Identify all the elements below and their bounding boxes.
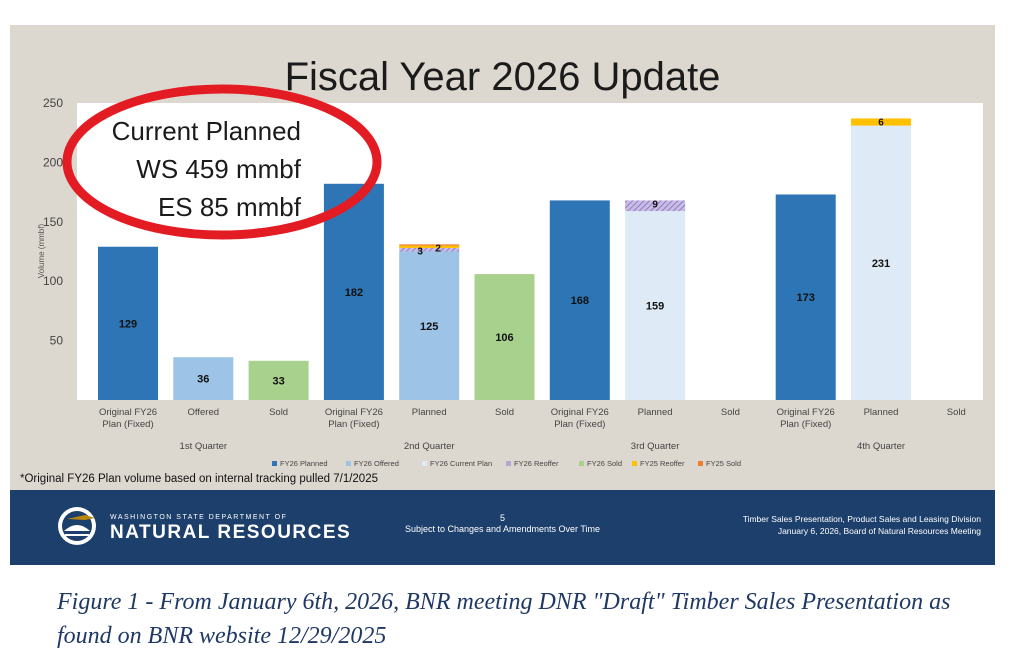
agency-name: NATURAL RESOURCES	[110, 522, 352, 543]
chart: 50 100 150 200 250 129 36 33 182 125 3 2 106 168 159 9…	[37, 96, 983, 468]
annotation-circle	[62, 84, 382, 240]
x-tick-label: Planned	[864, 407, 899, 418]
bar-segment	[625, 200, 686, 212]
annotation-line-1: Current Planned	[112, 116, 301, 146]
legend-label: FY26 Reoffer	[514, 459, 559, 468]
bar-segment	[399, 245, 460, 248]
legend-swatch	[422, 461, 427, 466]
bar-segment	[399, 247, 460, 252]
legend-swatch	[579, 461, 584, 466]
x-tick-label: Planned	[638, 407, 673, 418]
x-tick-label: Sold	[269, 407, 288, 418]
agency-name-small: WASHINGTON STATE DEPARTMENT OF	[110, 514, 288, 521]
x-tick-label: Original FY26	[325, 407, 383, 418]
x-group-label: 3rd Quarter	[631, 441, 680, 452]
data-label: 36	[197, 374, 209, 386]
data-label: 182	[345, 287, 363, 299]
data-label: 9	[652, 199, 658, 210]
data-label: 3	[417, 246, 423, 257]
annotation-line-3: ES 85 mmbf	[158, 192, 302, 222]
data-label: 2	[435, 243, 441, 254]
bar-segment	[399, 251, 460, 400]
bar-segment	[851, 118, 911, 126]
footnote: *Original FY26 Plan volume based on inte…	[20, 473, 378, 485]
x-tick-label: Plan (Fixed)	[102, 419, 153, 430]
presentation-slide: 50 100 150 200 250 129 36 33 182 125 3 2 106 168 159 9…	[10, 25, 995, 565]
data-label: 33	[272, 375, 284, 387]
bar-segment	[173, 357, 234, 400]
legend-swatch	[272, 461, 277, 466]
data-label: 159	[646, 301, 664, 313]
x-tick-label: Plan (Fixed)	[554, 419, 605, 430]
legend-label: FY26 Planned	[280, 459, 328, 468]
y-axis-label: Volume (mmbf)	[37, 224, 46, 279]
legend-swatch	[506, 461, 511, 466]
data-label: 125	[420, 321, 438, 333]
data-label: 168	[571, 295, 589, 307]
x-tick-label: Original FY26	[99, 407, 157, 418]
bar-segment	[474, 274, 535, 400]
legend-label: FY26 Current Plan	[430, 459, 492, 468]
slide-title: Fiscal Year 2026 Update	[284, 55, 721, 99]
x-group-label: 4th Quarter	[857, 441, 905, 452]
x-tick-label: Plan (Fixed)	[780, 419, 831, 430]
legend-swatch	[632, 461, 637, 466]
data-label: 106	[495, 332, 513, 344]
y-tick-label: 200	[43, 155, 63, 169]
legend-label: FY26 Offered	[354, 459, 399, 468]
y-tick-label: 50	[50, 334, 64, 348]
footer-presentation-title: Timber Sales Presentation, Product Sales…	[742, 514, 981, 524]
x-tick-label: Original FY26	[777, 407, 835, 418]
y-tick-label: 250	[43, 96, 63, 110]
legend-swatch	[698, 461, 703, 466]
legend-label: FY25 Reoffer	[640, 459, 685, 468]
x-tick-label: Sold	[495, 407, 514, 418]
x-tick-label: Sold	[947, 407, 966, 418]
x-group-label: 2nd Quarter	[404, 441, 455, 452]
x-tick-label: Sold	[721, 407, 740, 418]
annotation-line-2: WS 459 mmbf	[136, 154, 301, 184]
annotation-overlay: Current Planned WS 459 mmbf ES 85 mmbf	[62, 84, 382, 240]
dnr-seal-icon	[58, 507, 96, 545]
data-label: 231	[872, 258, 890, 270]
x-tick-label: Original FY26	[551, 407, 609, 418]
bar-segment	[775, 194, 836, 400]
bar-segment	[248, 360, 309, 400]
legend-swatch	[346, 461, 351, 466]
legend-label: FY26 Sold	[587, 459, 622, 468]
y-tick-label: 100	[43, 274, 63, 288]
data-label: 129	[119, 318, 137, 330]
bar-segment	[323, 183, 384, 400]
footer-bar: WASHINGTON STATE DEPARTMENT OF NATURAL R…	[10, 490, 995, 565]
legend-label: FY25 Sold	[706, 459, 741, 468]
y-tick-label: 150	[43, 215, 63, 229]
bar-segment	[625, 211, 686, 400]
x-tick-label: Plan (Fixed)	[328, 419, 379, 430]
bar-segment	[549, 200, 610, 400]
data-label: 173	[797, 292, 815, 304]
footer-meeting-date: January 6, 2026, Board of Natural Resour…	[777, 526, 981, 536]
x-tick-label: Offered	[188, 407, 220, 418]
bar-segment	[851, 125, 911, 401]
figure-caption: Figure 1 - From January 6th, 2026, BNR m…	[57, 589, 951, 649]
x-tick-label: Planned	[412, 407, 447, 418]
page-number: 5	[499, 513, 505, 523]
x-group-label: 1st Quarter	[180, 441, 228, 452]
footer-disclaimer: Subject to Changes and Amendments Over T…	[404, 524, 601, 534]
data-label: 6	[878, 117, 884, 128]
bar-segment	[98, 246, 158, 400]
bar-segment	[399, 244, 460, 246]
